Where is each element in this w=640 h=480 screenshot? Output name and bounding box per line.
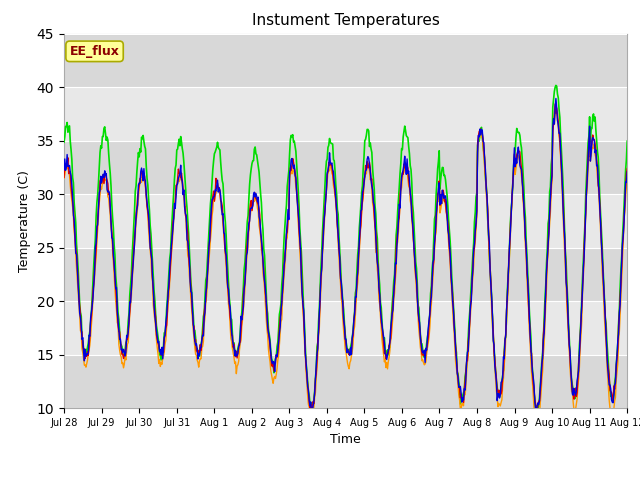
li77_temp	[70, 217, 78, 223]
li77_temp	[186, 256, 193, 262]
SonicT	[70, 200, 78, 206]
AirT	[623, 172, 631, 178]
X-axis label: Time: Time	[330, 433, 361, 446]
AirT	[186, 272, 193, 278]
SonicT	[552, 83, 560, 88]
li77_temp	[415, 316, 422, 322]
Title: Instument Temperatures: Instument Temperatures	[252, 13, 440, 28]
li75_t	[431, 242, 438, 248]
li77_temp	[128, 274, 136, 279]
SonicT	[623, 138, 631, 144]
Text: EE_flux: EE_flux	[70, 45, 120, 58]
SonicT	[215, 146, 223, 152]
SonicT	[186, 246, 193, 252]
li77_temp	[431, 230, 439, 236]
li77_temp	[60, 167, 68, 173]
li75_t	[551, 101, 559, 107]
SonicT	[128, 253, 136, 259]
SonicT	[532, 409, 540, 415]
li75_t	[128, 268, 136, 274]
AirT	[60, 175, 68, 181]
Bar	[64, 301, 627, 355]
li77_temp	[308, 412, 316, 418]
AirT	[414, 314, 422, 320]
li75_t	[70, 222, 78, 228]
AirT	[70, 229, 78, 235]
li75_t	[215, 185, 223, 191]
AirT	[553, 110, 561, 116]
AirT	[431, 248, 438, 253]
li75_t	[414, 308, 422, 313]
Bar	[64, 194, 627, 248]
AirT	[215, 187, 223, 192]
Line: li75_t: li75_t	[64, 104, 627, 409]
li77_temp	[623, 169, 631, 175]
li77_temp	[552, 96, 560, 101]
li75_t	[623, 166, 631, 171]
Line: li77_temp: li77_temp	[64, 98, 627, 415]
Line: SonicT: SonicT	[64, 85, 627, 412]
SonicT	[60, 139, 68, 145]
li77_temp	[215, 185, 223, 191]
li75_t	[533, 407, 541, 412]
Line: AirT: AirT	[64, 113, 627, 424]
Bar	[64, 141, 627, 194]
Y-axis label: Temperature (C): Temperature (C)	[18, 170, 31, 272]
AirT	[128, 277, 136, 283]
Bar	[64, 248, 627, 301]
li75_t	[60, 174, 68, 180]
AirT	[534, 421, 541, 427]
SonicT	[414, 302, 422, 308]
Bar	[64, 34, 627, 87]
li75_t	[186, 262, 193, 268]
Bar	[64, 355, 627, 408]
Bar	[64, 87, 627, 141]
SonicT	[431, 216, 438, 222]
